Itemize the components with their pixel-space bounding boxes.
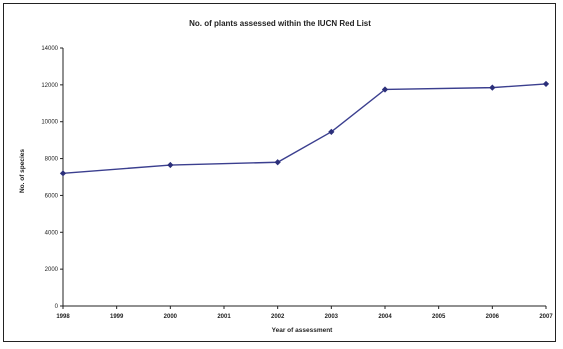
data-point bbox=[167, 161, 174, 169]
y-tick-label: 10000 bbox=[41, 120, 58, 126]
y-tick-label: 6000 bbox=[45, 193, 59, 199]
data-point bbox=[542, 80, 550, 88]
x-tick-label: 1999 bbox=[110, 314, 124, 320]
y-tick-label: 12000 bbox=[41, 83, 58, 89]
x-tick-label: 2001 bbox=[217, 314, 231, 320]
x-tick-label: 1998 bbox=[56, 314, 70, 320]
chart-frame: No. of plants assessed within the IUCN R… bbox=[3, 3, 556, 342]
data-point bbox=[59, 170, 67, 177]
x-tick-label: 2006 bbox=[486, 314, 500, 320]
y-tick-label: 2000 bbox=[45, 267, 59, 273]
x-tick-label: 2000 bbox=[164, 314, 178, 320]
data-point bbox=[489, 84, 496, 91]
y-axis-title: No. of species bbox=[19, 149, 26, 193]
x-tick-label: 2003 bbox=[325, 314, 339, 320]
x-axis-title: Year of assessment bbox=[272, 327, 334, 334]
y-tick-label: 8000 bbox=[45, 157, 59, 163]
y-tick-label: 4000 bbox=[45, 230, 59, 236]
x-tick-label: 2007 bbox=[539, 314, 553, 320]
x-tick-label: 2005 bbox=[432, 314, 446, 320]
series-line bbox=[62, 83, 547, 175]
axis-ticks: 0 2000 4000 6000 8000 10000 12000 14000 1998 1999… bbox=[41, 46, 553, 320]
y-tick-label: 0 bbox=[55, 304, 59, 310]
y-tick-label: 14000 bbox=[41, 46, 58, 52]
series-layer bbox=[59, 80, 550, 177]
axes bbox=[62, 48, 546, 307]
data-point bbox=[274, 159, 281, 166]
x-tick-label: 2002 bbox=[271, 314, 285, 320]
chart-title: No. of plants assessed within the IUCN R… bbox=[189, 19, 371, 28]
x-tick-label: 2004 bbox=[378, 314, 392, 320]
line-chart: No. of plants assessed within the IUCN R… bbox=[19, 19, 553, 334]
